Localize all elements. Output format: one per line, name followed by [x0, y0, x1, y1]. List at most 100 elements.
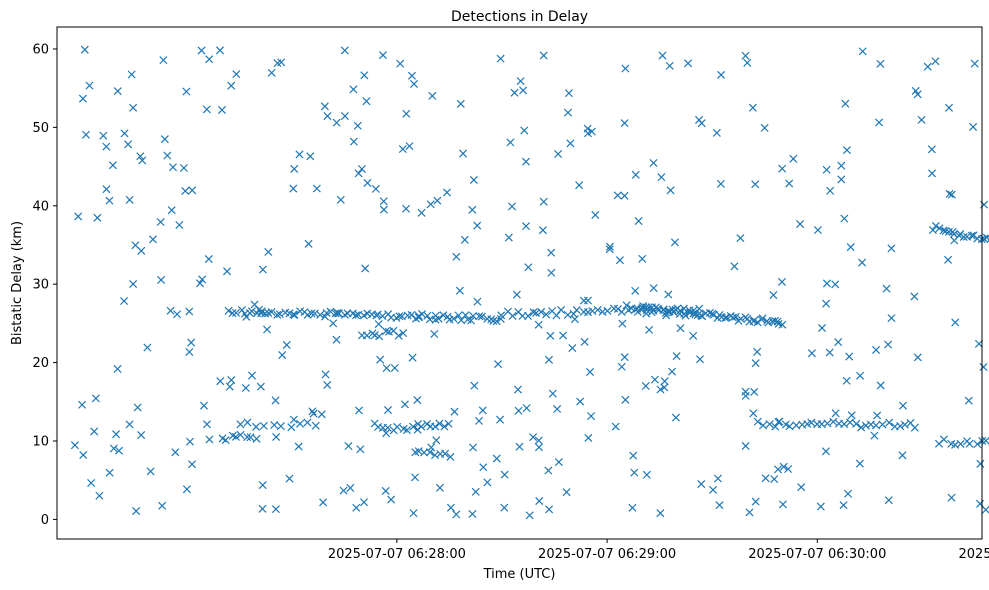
scatter-point [331, 309, 340, 318]
scatter-point [148, 235, 157, 244]
scatter-point [282, 340, 291, 349]
scatter-point [205, 435, 214, 444]
scatter-point [634, 217, 643, 226]
scatter-point [431, 422, 440, 431]
scatter-point [381, 486, 390, 495]
scatter-point [129, 279, 138, 289]
scatter-point [617, 362, 626, 371]
scatter-point [132, 507, 141, 516]
scatter-point [621, 395, 630, 404]
scatter-point [986, 234, 989, 243]
scatter-point [195, 279, 205, 288]
x-axis-ticks: 2025-07-07 06:28:00 2025-07-07 06:29:00 20… [328, 539, 989, 562]
scatter-point [496, 314, 505, 323]
scatter-point [684, 59, 693, 68]
scatter-point [354, 406, 364, 415]
scatter-point [124, 140, 133, 149]
scatter-point [430, 329, 439, 338]
scatter-point [826, 186, 835, 195]
scatter-point [333, 308, 342, 318]
scatter-point [340, 112, 349, 121]
scatter-point [887, 314, 896, 323]
scatter-point [409, 422, 418, 431]
scatter-point [575, 181, 584, 190]
scatter-point [884, 496, 893, 505]
scatter-point [357, 164, 366, 173]
scatter-point [456, 99, 465, 108]
scatter-point [765, 420, 774, 429]
scatter-point [900, 420, 909, 429]
scatter-point [374, 320, 383, 329]
scatter-point [215, 46, 225, 55]
scatter-point [441, 449, 450, 458]
scatter-point [160, 135, 169, 144]
scatter-point [547, 268, 556, 277]
scatter-point [644, 303, 653, 312]
scatter-point [973, 440, 982, 449]
scatter-point [855, 459, 864, 468]
scatter-point [847, 411, 856, 420]
scatter-point [381, 327, 391, 336]
scatter-point [712, 128, 721, 137]
scatter-point [259, 421, 268, 430]
scatter-point [290, 164, 299, 173]
scatter-point [504, 233, 513, 242]
scatter-point [525, 511, 534, 520]
scatter-point [736, 314, 745, 323]
scatter-point [452, 252, 461, 261]
scatter-point [231, 432, 240, 441]
scatter-point [287, 423, 296, 432]
scatter-point [898, 401, 908, 410]
scatter-point [478, 406, 487, 415]
scatter-point [433, 196, 442, 205]
scatter-point [507, 202, 517, 211]
scatter-point [829, 417, 838, 426]
scatter-point [660, 383, 669, 392]
scatter-point [598, 307, 607, 316]
scatter-point [910, 423, 919, 432]
scatter-point [332, 335, 341, 344]
scatter-point [959, 232, 968, 242]
scatter-point [931, 221, 940, 230]
scatter-point [323, 112, 332, 121]
scatter-point [285, 474, 294, 483]
scatter-point [414, 419, 423, 429]
y-axis-ticks: 0 10 20 30 40 50 60 [32, 42, 57, 528]
scatter-point [449, 314, 458, 323]
scatter-point [267, 68, 276, 77]
scatter-point [289, 310, 298, 319]
scatter-point [471, 487, 480, 496]
x-tick-label: 2025-07-07 06:28:00 [328, 547, 466, 562]
scatter-point [349, 137, 358, 146]
scatter-point [613, 191, 622, 200]
scatter-point [773, 317, 782, 326]
scatter-point [382, 429, 391, 438]
scatter-point [629, 451, 638, 460]
scatter-point [628, 503, 637, 512]
scatter-point [617, 307, 626, 316]
scatter-point [970, 59, 979, 68]
scatter-point [506, 138, 515, 147]
scatter-point [271, 505, 280, 514]
scatter-point [136, 152, 145, 161]
scatter-point [642, 309, 651, 318]
y-tick-label: 30 [32, 278, 49, 293]
scatter-point [175, 220, 184, 230]
scatter-point [258, 504, 267, 513]
scatter-point [323, 380, 332, 389]
scatter-point [884, 340, 893, 349]
scatter-point [751, 180, 760, 189]
y-tick-label: 10 [32, 434, 49, 449]
scatter-point [705, 308, 714, 317]
y-axis-label: Bistatic Delay (km) [10, 221, 25, 345]
scatter-point [775, 417, 784, 426]
scatter-point [944, 255, 953, 264]
scatter-point [856, 371, 865, 380]
scatter-point [500, 470, 509, 479]
scatter-point [317, 410, 326, 419]
scatter-point [264, 247, 273, 256]
scatter-point [753, 347, 762, 356]
scatter-point [252, 434, 261, 443]
scatter-point [547, 248, 556, 257]
